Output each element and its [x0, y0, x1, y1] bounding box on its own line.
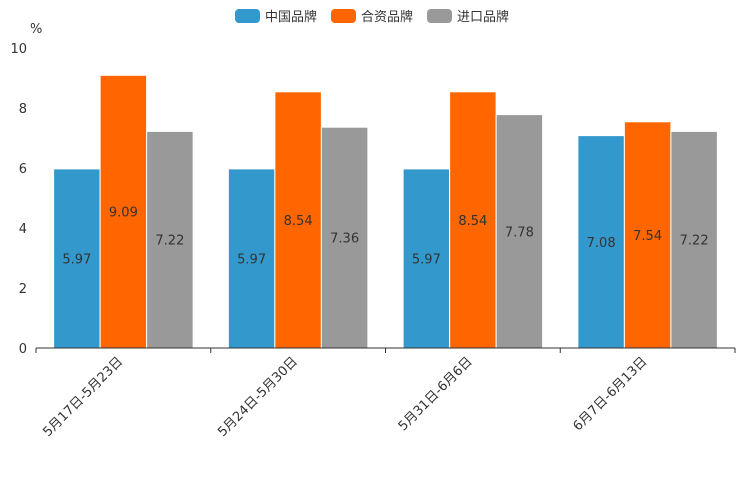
legend-label-china-brand: 中国品牌 — [264, 10, 317, 25]
data-label-series-1-category-0: 9.09 — [109, 206, 138, 221]
data-label-series-0-category-0: 5.97 — [62, 252, 91, 267]
data-label-series-1-category-2: 8.54 — [458, 214, 487, 229]
bar-series-1-category-2[interactable] — [449, 91, 497, 349]
legend-swatch-imported-brand — [427, 8, 452, 23]
bar-series-2-category-1[interactable] — [320, 126, 369, 349]
legend-label-joint-venture-brand: 合资品牌 — [360, 10, 413, 25]
bar-series-1-category-3[interactable] — [623, 121, 672, 349]
legend-item-joint-venture-brand[interactable]: 合资品牌 — [330, 6, 413, 25]
x-tick-label-2: 5月31日-6月6日 — [396, 354, 476, 434]
y-tick-label-0: 0 — [19, 342, 27, 357]
bar-series-2-category-2[interactable] — [495, 114, 544, 349]
data-label-series-2-category-3: 7.22 — [680, 234, 709, 249]
legend-swatch-joint-venture-brand — [330, 8, 356, 23]
y-tick-label-1: 2 — [19, 282, 27, 297]
legend-item-china-brand[interactable]: 中国品牌 — [234, 6, 317, 25]
data-label-series-0-category-3: 7.08 — [587, 236, 616, 251]
y-tick-label-5: 10 — [10, 42, 27, 57]
bar-series-2-category-3[interactable] — [670, 130, 718, 349]
x-tick-label-3: 6月7日-6月13日 — [571, 354, 651, 434]
bar-series-0-category-1[interactable] — [227, 168, 276, 349]
data-label-series-2-category-2: 7.78 — [505, 225, 534, 240]
legend-label-imported-brand: 进口品牌 — [457, 10, 510, 25]
y-tick-label-2: 4 — [19, 222, 27, 237]
y-axis-unit-label: % — [30, 22, 42, 37]
data-label-series-0-category-2: 5.97 — [412, 252, 441, 267]
y-tick-label-4: 8 — [19, 102, 27, 117]
bar-series-1-category-1[interactable] — [274, 91, 322, 349]
x-tick-label-1: 5月24日-5月30日 — [215, 354, 301, 440]
bar-series-2-category-0[interactable] — [146, 130, 194, 349]
bar-series-1-category-0[interactable] — [99, 74, 148, 349]
x-tick-label-0: 5月17日-5月23日 — [40, 354, 126, 440]
legend: 中国品牌 合资品牌 进口品牌 — [0, 6, 744, 25]
data-label-series-1-category-3: 7.54 — [633, 229, 662, 244]
data-label-series-2-category-1: 7.36 — [330, 232, 359, 247]
legend-item-imported-brand[interactable]: 进口品牌 — [427, 6, 509, 25]
data-label-series-1-category-1: 8.54 — [284, 214, 313, 229]
bars-group: 5.97 5.97 5.97 7.08 9.09 8.54 8.54 7.54 7.22 7.36… — [53, 74, 718, 349]
y-tick-label-3: 6 — [19, 162, 27, 177]
bar-series-0-category-3[interactable] — [577, 135, 625, 349]
data-label-series-0-category-1: 5.97 — [237, 252, 266, 267]
legend-swatch-china-brand — [234, 8, 260, 23]
data-label-series-2-category-0: 7.22 — [155, 234, 184, 249]
